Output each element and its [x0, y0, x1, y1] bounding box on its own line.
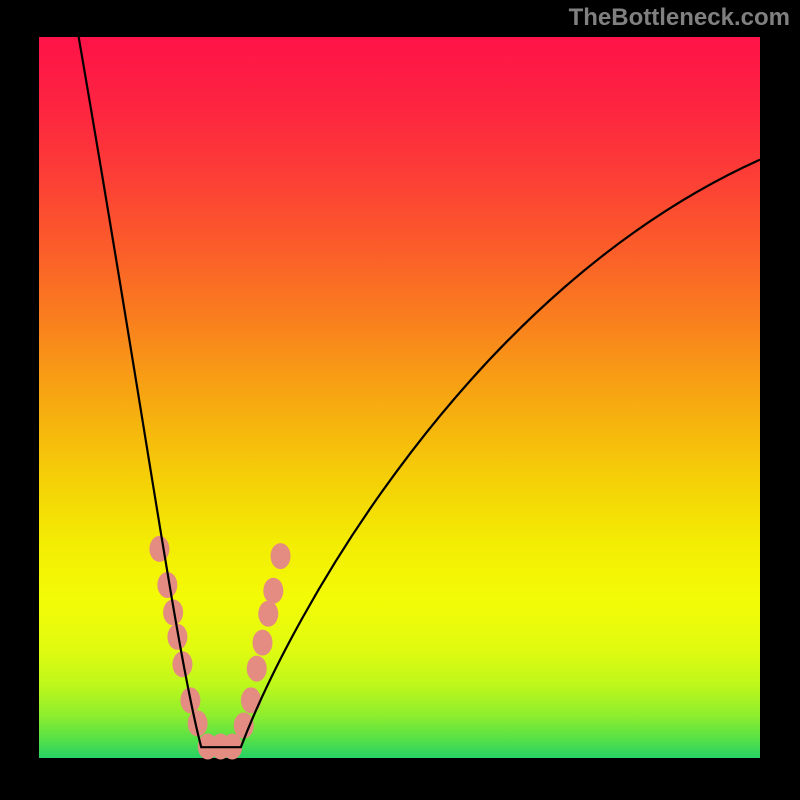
data-marker [149, 536, 169, 562]
data-marker [258, 601, 278, 627]
plot-background [39, 37, 760, 758]
data-marker [234, 713, 254, 739]
data-marker [271, 543, 291, 569]
chart-container: TheBottleneck.com [0, 0, 800, 800]
data-marker [247, 656, 267, 682]
data-marker [253, 630, 273, 656]
chart-svg [0, 0, 800, 800]
data-marker [241, 687, 261, 713]
watermark-text: TheBottleneck.com [569, 4, 790, 32]
data-marker [263, 578, 283, 604]
